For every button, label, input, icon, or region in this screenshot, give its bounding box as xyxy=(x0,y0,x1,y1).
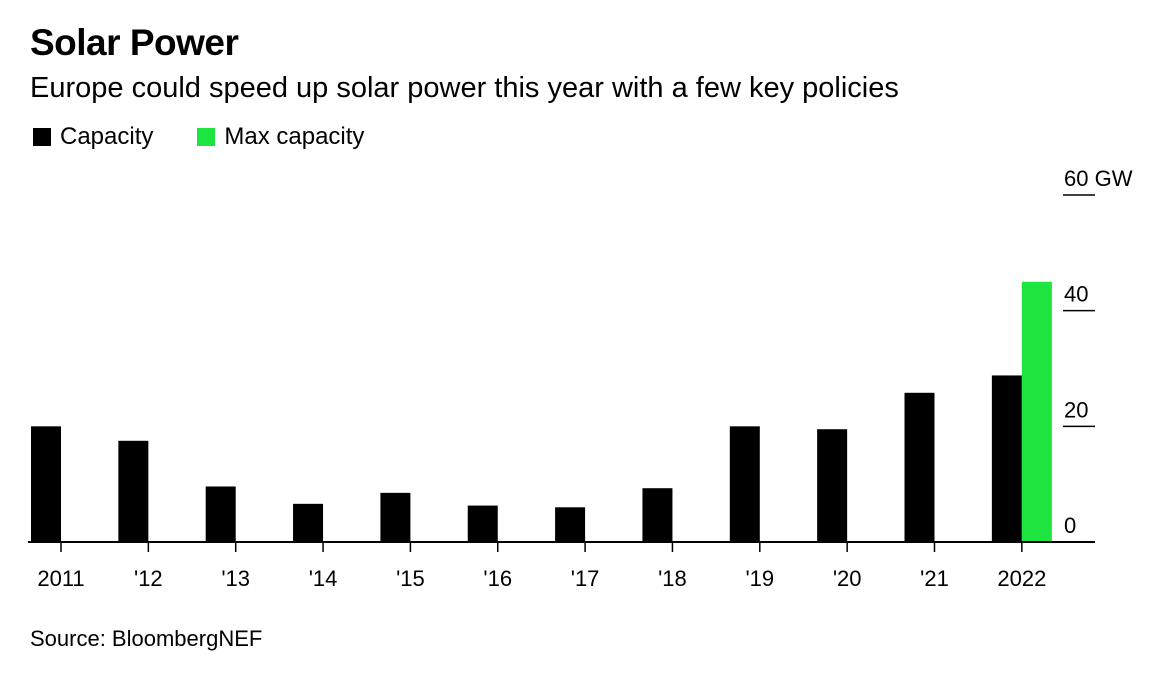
legend-item-max-capacity: Max capacity xyxy=(197,123,364,151)
bar-capacity-9 xyxy=(817,429,848,542)
bar-capacity-11 xyxy=(991,375,1022,542)
bar-capacity-0 xyxy=(31,426,61,542)
legend-label-max-capacity: Max capacity xyxy=(224,123,365,150)
x-tick-label-8: '19 xyxy=(745,566,774,591)
bar-capacity-4 xyxy=(380,492,411,542)
x-tick-label-3: '14 xyxy=(309,566,338,591)
bar-capacity-8 xyxy=(729,426,760,542)
source-note: Source: BloombergNEF xyxy=(30,626,263,651)
x-tick-label-0: 2011 xyxy=(37,566,84,591)
legend-swatch-max-capacity xyxy=(197,128,216,146)
x-tick-label-10: '21 xyxy=(920,566,949,591)
bar-capacity-3 xyxy=(293,503,324,542)
y-tick-label-1: 20 xyxy=(1064,397,1088,422)
chart-subtitle: Europe could speed up solar power this y… xyxy=(30,72,899,104)
x-tick-label-11: 2022 xyxy=(997,566,1046,591)
bar-capacity-10 xyxy=(904,392,935,542)
bar-capacity-7 xyxy=(642,488,673,542)
legend-label-capacity: Capacity xyxy=(60,123,154,150)
bar-capacity-6 xyxy=(555,507,586,542)
bar-max-capacity-11 xyxy=(1021,281,1052,542)
legend: Capacity Max capacity xyxy=(33,123,408,151)
y-tick-label-3: 60 GW xyxy=(1064,166,1133,191)
x-tick-label-7: '18 xyxy=(658,566,687,591)
bar-capacity-1 xyxy=(118,440,149,542)
chart-title: Solar Power xyxy=(30,22,239,63)
y-tick-label-2: 40 xyxy=(1064,282,1088,307)
x-tick-label-5: '16 xyxy=(483,566,512,591)
x-tick-label-4: '15 xyxy=(396,566,425,591)
legend-swatch-capacity xyxy=(33,128,51,146)
x-tick-label-2: '13 xyxy=(221,566,250,591)
x-tick-label-1: '12 xyxy=(134,566,163,591)
y-tick-label-0: 0 xyxy=(1064,513,1076,538)
x-tick-label-9: '20 xyxy=(833,566,862,591)
bar-capacity-5 xyxy=(467,505,498,542)
legend-item-capacity: Capacity xyxy=(33,123,153,151)
x-tick-label-6: '17 xyxy=(571,566,600,591)
bar-capacity-2 xyxy=(205,486,236,542)
